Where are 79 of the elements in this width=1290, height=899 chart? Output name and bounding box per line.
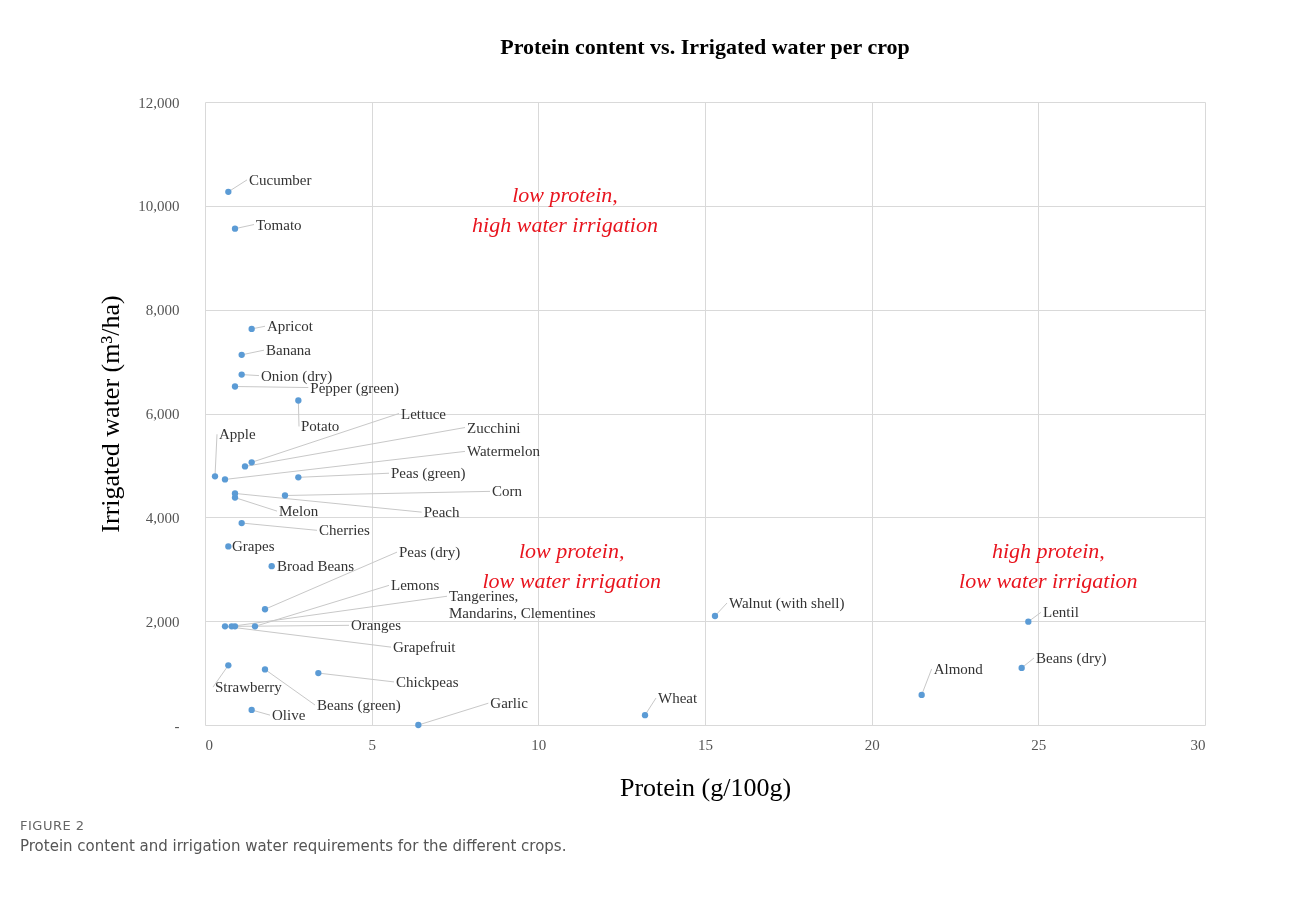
- x-tick-label: 15: [698, 736, 713, 753]
- x-tick-label: 30: [1190, 736, 1206, 753]
- point: [1025, 618, 1032, 625]
- series-label: Broad Beans: [277, 558, 355, 575]
- x-tick-label: 20: [864, 736, 880, 753]
- point: [231, 225, 239, 232]
- x-tick-label: 5: [368, 736, 376, 753]
- y-tick-label: -: [174, 717, 180, 734]
- point: [238, 519, 245, 527]
- series-label: Cucumber: [249, 171, 312, 188]
- point: [248, 706, 255, 714]
- point: [238, 351, 245, 358]
- annotation: high protein, low water irrigation: [959, 538, 1138, 594]
- text: Peach: [423, 504, 460, 521]
- point: [238, 371, 245, 378]
- x-axis-title: Protein (g/100g): [619, 772, 792, 802]
- point: [231, 383, 239, 390]
- series-label: Apricot: [267, 318, 314, 335]
- text: Beans (green): [317, 697, 401, 715]
- point: [248, 325, 255, 333]
- point: [211, 473, 219, 480]
- caption: FIGURE 2: [20, 818, 86, 833]
- x-tick-label: 10: [531, 736, 547, 753]
- series-label: Beans (dry): [1036, 650, 1107, 668]
- y-tick-label: 2,000: [145, 613, 180, 630]
- text: Oranges: [351, 617, 402, 634]
- series-label: Tomato: [256, 216, 302, 233]
- text: Melon: [279, 503, 319, 520]
- point: [261, 606, 269, 613]
- text: Grapefruit: [393, 639, 457, 656]
- point: [281, 492, 289, 499]
- point: [641, 711, 649, 719]
- point: [221, 623, 229, 630]
- series-label: Strawberry: [215, 679, 283, 696]
- point: [241, 463, 249, 470]
- point: [295, 397, 302, 404]
- text: Peas (green): [391, 465, 466, 483]
- annotation: low protein, high water irrigation: [472, 182, 658, 238]
- point: [315, 669, 322, 677]
- text: Garlic: [490, 695, 529, 712]
- series-label: Lentil: [1043, 604, 1079, 621]
- y-tick-label: 4,000: [145, 509, 180, 526]
- point: [225, 662, 232, 669]
- text: Lettuce: [401, 405, 447, 422]
- point: [225, 188, 232, 195]
- text: Cherries: [319, 522, 370, 539]
- y-tick-label: 12,000: [138, 94, 180, 111]
- y-tick-label: 6,000: [145, 406, 180, 422]
- chart-title: Protein content vs. Irrigated water per crop: [500, 34, 910, 59]
- text: Lemons: [391, 577, 440, 594]
- point: [261, 666, 269, 673]
- point: [711, 612, 719, 620]
- series-label: Walnut (with shell): [729, 595, 845, 612]
- point: [251, 623, 259, 630]
- text: Chickpeas: [396, 673, 459, 690]
- y-axis-title: Irrigated water (m³/ha): [96, 295, 126, 533]
- series-label: Olive: [272, 707, 306, 724]
- point: [415, 721, 422, 729]
- text: Apple: [219, 426, 256, 443]
- y-tick-label: 10,000: [138, 198, 180, 215]
- x-tick-label: 0: [205, 736, 213, 753]
- point: [1018, 664, 1025, 672]
- series-label: Wheat: [658, 690, 698, 706]
- series-label: Almond: [933, 660, 984, 677]
- text: Protein content and irrigation water requirements for the different crops.: [20, 837, 568, 855]
- text: Peas (dry): [399, 544, 461, 562]
- series-label: Potato: [301, 418, 340, 435]
- point: [295, 474, 302, 481]
- point: [231, 490, 239, 497]
- point: [221, 476, 229, 483]
- series-label: Banana: [266, 342, 312, 359]
- text: Watermelon: [467, 443, 541, 460]
- point: [918, 691, 925, 699]
- text: Zucchini: [467, 419, 521, 436]
- point: [248, 459, 255, 466]
- y-tick-label: 8,000: [145, 302, 180, 319]
- series-label: Grapes: [232, 538, 275, 555]
- x-tick-label: 25: [1031, 736, 1047, 753]
- text: Corn: [492, 483, 523, 500]
